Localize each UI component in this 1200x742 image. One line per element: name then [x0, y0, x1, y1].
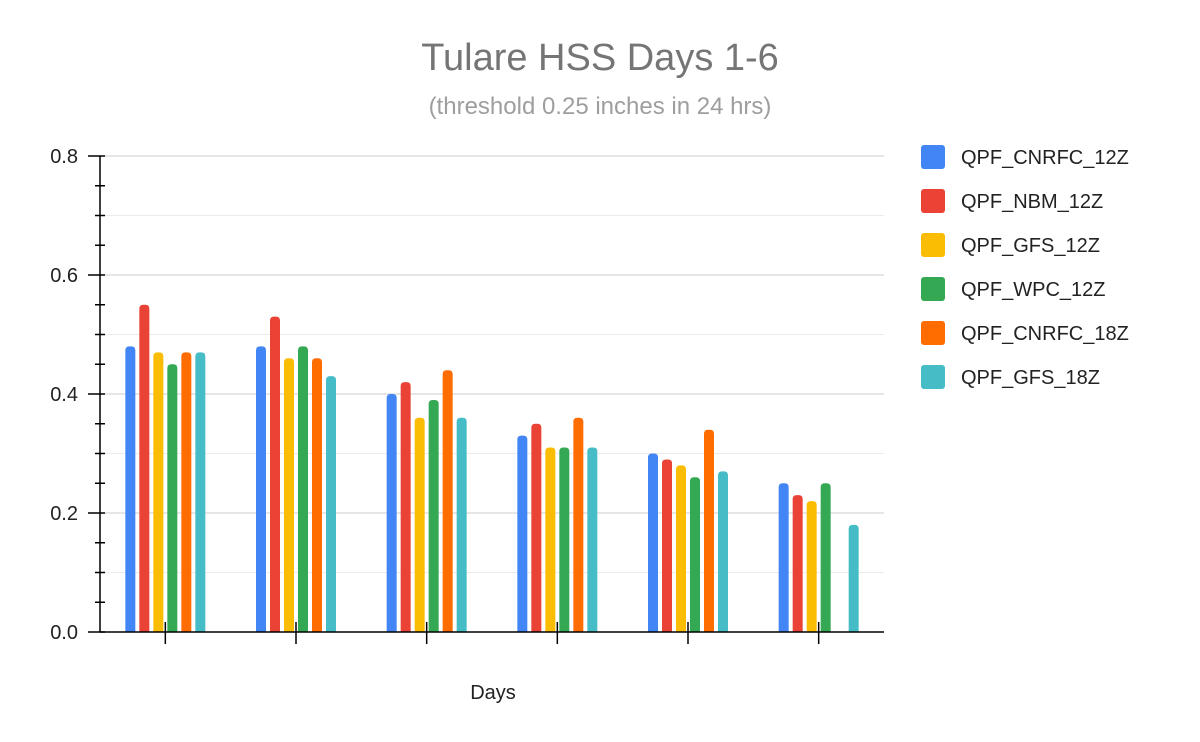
legend-swatch: [921, 365, 945, 389]
bar-qpf-cnrfc-12z-day-3: [386, 394, 397, 632]
bar-qpf-wpc-12z-day-4: [559, 447, 570, 632]
bar-qpf-cnrfc-18z-day-3: [442, 370, 453, 632]
grid-layer: [100, 155, 884, 573]
bar-qpf-cnrfc-12z-day-4: [517, 435, 528, 632]
legend-label: QPF_GFS_18Z: [961, 367, 1100, 389]
bar-qpf-wpc-12z-day-6: [820, 483, 831, 632]
axes-layer: 0.0 0.2 0.4 0.6 0.8: [50, 146, 884, 644]
legend-swatch: [921, 233, 945, 257]
y-tick-label: 0.0: [50, 622, 78, 644]
bar-qpf-nbm-12z-day-1: [139, 304, 150, 632]
bars-layer: [125, 304, 859, 632]
bar-qpf-cnrfc-18z-day-1: [181, 352, 192, 632]
legend-swatch: [921, 189, 945, 213]
bar-qpf-wpc-12z-day-5: [690, 477, 700, 632]
bar-qpf-gfs-18z-day-3: [456, 417, 467, 632]
bar-qpf-cnrfc-12z-day-1: [125, 346, 136, 632]
bar-qpf-nbm-12z-day-4: [531, 423, 542, 632]
legend-item: QPF_GFS_18Z: [921, 365, 1100, 389]
legend-item: QPF_CNRFC_18Z: [921, 321, 1129, 345]
y-tick-label: 0.8: [50, 146, 78, 168]
bar-qpf-nbm-12z-day-3: [400, 382, 411, 632]
legend-label: QPF_NBM_12Z: [961, 191, 1103, 213]
bar-qpf-cnrfc-12z-day-5: [648, 453, 658, 632]
bar-qpf-cnrfc-18z-day-2: [312, 358, 322, 632]
bar-qpf-gfs-18z-day-1: [195, 352, 206, 632]
bar-qpf-gfs-18z-day-4: [587, 447, 598, 632]
legend-swatch: [921, 277, 945, 301]
legend-swatch: [921, 321, 945, 345]
y-tick-label: 0.2: [50, 503, 78, 525]
chart-subtitle: (threshold 0.25 inches in 24 hrs): [429, 93, 772, 120]
bar-qpf-cnrfc-18z-day-5: [704, 429, 714, 632]
bar-qpf-cnrfc-12z-day-2: [256, 346, 266, 632]
bar-qpf-wpc-12z-day-3: [428, 399, 439, 632]
legend-label: QPF_GFS_12Z: [961, 235, 1100, 257]
legend-item: QPF_GFS_12Z: [921, 233, 1100, 257]
bar-qpf-gfs-12z-day-2: [284, 358, 294, 632]
bar-qpf-cnrfc-18z-day-4: [573, 417, 584, 632]
bar-qpf-cnrfc-12z-day-6: [778, 483, 789, 632]
legend-label: QPF_CNRFC_18Z: [961, 323, 1129, 345]
legend-item: QPF_WPC_12Z: [921, 277, 1105, 301]
bar-qpf-gfs-18z-day-2: [326, 376, 336, 632]
bar-qpf-gfs-12z-day-4: [545, 447, 556, 632]
legend-label: QPF_WPC_12Z: [961, 279, 1105, 301]
y-tick-label: 0.6: [50, 265, 78, 287]
bar-qpf-nbm-12z-day-6: [792, 495, 803, 632]
bar-qpf-gfs-18z-day-6: [848, 524, 859, 632]
bar-qpf-gfs-12z-day-5: [676, 465, 686, 632]
bar-qpf-wpc-12z-day-1: [167, 364, 178, 632]
bar-qpf-wpc-12z-day-2: [298, 346, 308, 632]
legend-swatch: [921, 145, 945, 169]
legend-item: QPF_NBM_12Z: [921, 189, 1103, 213]
bar-qpf-gfs-12z-day-1: [153, 352, 164, 632]
y-tick-label: 0.4: [50, 384, 78, 406]
bar-qpf-gfs-12z-day-6: [806, 501, 817, 632]
legend-item: QPF_CNRFC_12Z: [921, 145, 1129, 169]
bar-qpf-gfs-18z-day-5: [718, 471, 728, 632]
legend-label: QPF_CNRFC_12Z: [961, 147, 1129, 169]
chart-title: Tulare HSS Days 1-6: [421, 37, 779, 79]
bar-qpf-nbm-12z-day-2: [270, 316, 280, 632]
x-axis-title: Days: [470, 682, 516, 704]
bar-qpf-nbm-12z-day-5: [662, 459, 672, 632]
legend: QPF_CNRFC_12Z QPF_NBM_12Z QPF_GFS_12Z QPF_W…: [921, 145, 1129, 389]
bar-qpf-gfs-12z-day-3: [414, 417, 425, 632]
